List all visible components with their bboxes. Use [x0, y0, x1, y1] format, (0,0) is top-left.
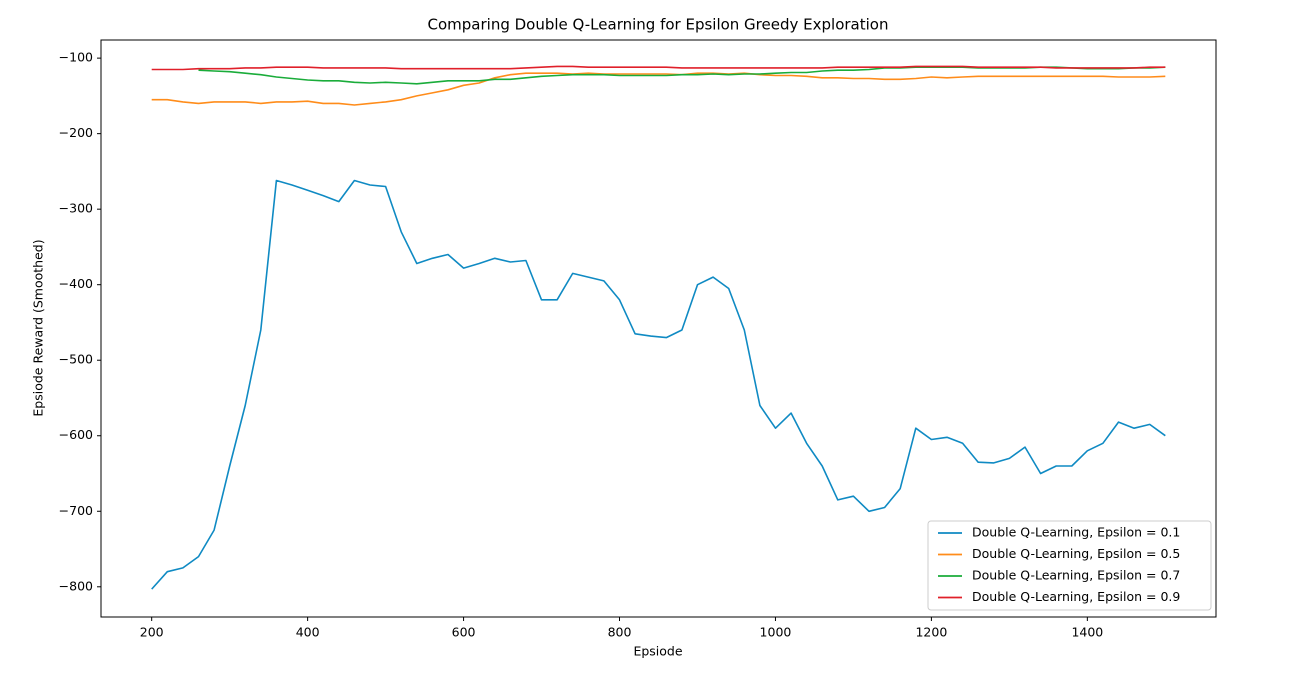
plot-frame	[100, 39, 1217, 618]
x-tick-label: 200	[140, 625, 164, 640]
x-tick-label: 600	[452, 625, 476, 640]
chart-title: Comparing Double Q-Learning for Epsilon …	[428, 16, 889, 34]
x-tick-label: 1200	[915, 625, 947, 640]
legend-label: Double Q-Learning, Epsilon = 0.7	[972, 568, 1180, 583]
x-tick-label: 400	[296, 625, 320, 640]
x-tick-label: 1400	[1071, 625, 1103, 640]
y-tick-label: −100	[59, 50, 93, 65]
legend-label: Double Q-Learning, Epsilon = 0.9	[972, 589, 1180, 604]
y-axis-label: Epsiode Reward (Smoothed)	[31, 239, 46, 416]
x-tick-label: 1000	[760, 625, 792, 640]
y-tick-label: −600	[59, 427, 93, 442]
y-tick-label: −800	[59, 578, 93, 593]
y-tick-label: −200	[59, 125, 93, 140]
x-tick-label: 800	[608, 625, 632, 640]
y-tick-label: −700	[59, 503, 93, 518]
series-line	[151, 179, 1166, 590]
y-tick-label: −400	[59, 276, 93, 291]
series-line	[151, 72, 1166, 106]
y-tick-label: −500	[59, 352, 93, 367]
legend-label: Double Q-Learning, Epsilon = 0.1	[972, 525, 1180, 540]
y-tick-label: −300	[59, 201, 93, 216]
x-axis-label: Epsiode	[633, 644, 682, 659]
legend-label: Double Q-Learning, Epsilon = 0.5	[972, 546, 1180, 561]
series-line	[151, 65, 1166, 71]
legend-box	[927, 520, 1212, 611]
